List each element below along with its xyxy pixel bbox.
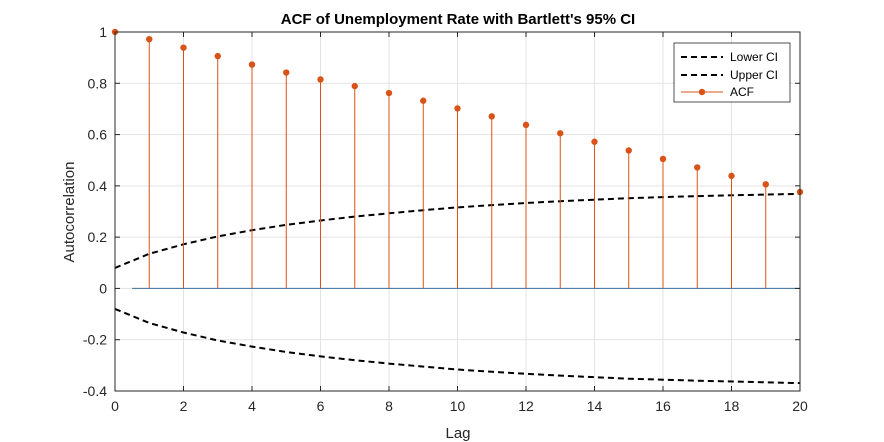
acf-marker — [728, 172, 735, 180]
y-tick-label: 0.8 — [88, 75, 108, 91]
acf-marker — [762, 181, 769, 188]
acf-marker — [317, 76, 324, 83]
x-axis-label: Lag — [445, 425, 470, 442]
x-tick-label: 4 — [248, 398, 256, 414]
acf-marker — [659, 155, 667, 163]
x-tick-label: 14 — [587, 398, 603, 414]
acf-marker — [694, 164, 701, 171]
x-tick-label: 18 — [724, 398, 740, 414]
y-tick-label: 1 — [99, 24, 107, 40]
legend: Lower CI Upper CI ACF — [673, 42, 791, 103]
acf-marker — [214, 52, 221, 60]
acf-marker — [248, 61, 256, 68]
y-tick-label: -0.2 — [83, 332, 107, 348]
x-tick-label: 16 — [655, 398, 671, 414]
acf-marker — [591, 138, 598, 145]
acf-marker — [283, 69, 290, 76]
x-tick-label: 12 — [518, 398, 534, 414]
chart-title: ACF of Unemployment Rate with Bartlett's… — [281, 11, 635, 28]
legend-marker-acf — [698, 88, 706, 96]
acf-marker — [420, 97, 427, 104]
y-tick-label: 0 — [99, 280, 107, 296]
axis-ticks: 0 2 4 6 8 10 12 14 16 18 20 -0.4 -0.2 0 0.2 0.4 0.6 0.8 1 — [83, 24, 808, 414]
x-tick-label: 2 — [180, 398, 188, 414]
x-tick-label: 20 — [792, 398, 808, 414]
x-tick-label: 8 — [385, 398, 393, 414]
y-axis-label: Autocorrelation — [61, 162, 78, 263]
acf-marker — [522, 121, 530, 129]
legend-label-acf: ACF — [730, 85, 754, 99]
acf-marker — [385, 89, 393, 97]
y-tick-label: 0.2 — [88, 229, 108, 245]
acf-marker — [454, 105, 461, 112]
acf-marker — [180, 44, 187, 51]
acf-marker — [351, 82, 358, 90]
x-tick-label: 0 — [111, 398, 119, 414]
legend-label-lower-ci: Lower CI — [730, 50, 778, 64]
acf-marker — [488, 113, 495, 120]
acf-marker — [557, 130, 564, 137]
legend-label-upper-ci: Upper CI — [730, 68, 778, 82]
x-tick-label: 6 — [317, 398, 325, 414]
acf-marker — [146, 35, 153, 43]
y-tick-label: -0.4 — [83, 383, 107, 399]
x-tick-label: 10 — [450, 398, 466, 414]
y-tick-label: 0.4 — [88, 178, 108, 194]
series-layer — [111, 28, 804, 385]
acf-marker — [625, 147, 632, 154]
y-tick-label: 0.6 — [88, 127, 108, 143]
